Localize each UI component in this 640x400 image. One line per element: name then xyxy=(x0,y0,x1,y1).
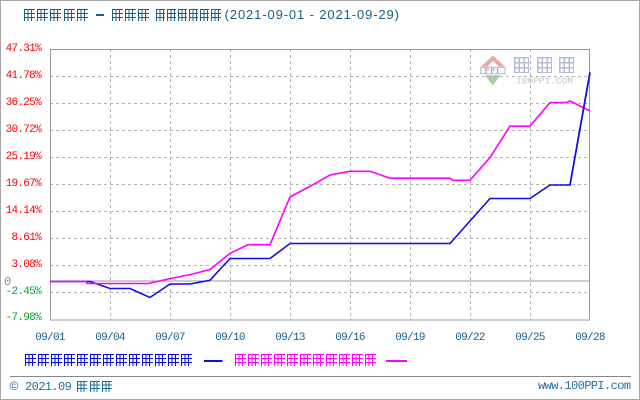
svg-text:100PPI.COM: 100PPI.COM xyxy=(516,76,573,87)
svg-text:PPI: PPI xyxy=(485,66,501,75)
